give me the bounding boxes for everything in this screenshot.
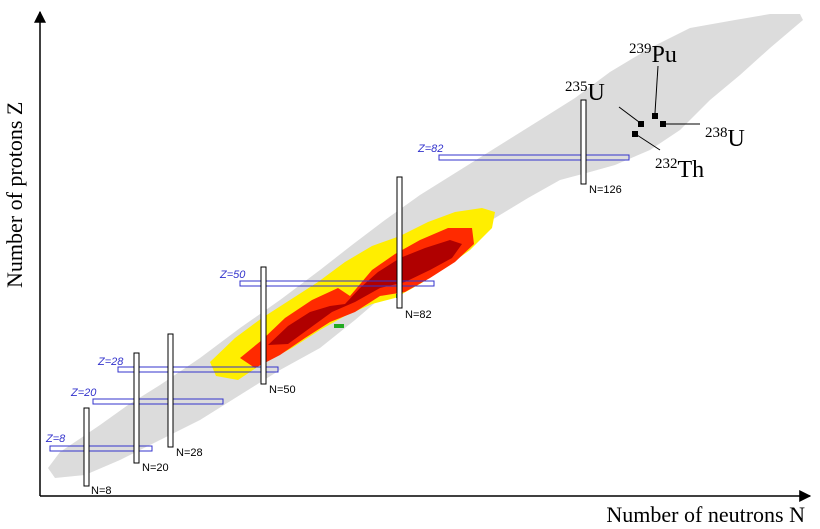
- isotope-marker-u235: [638, 121, 644, 127]
- isotope-symbol-u235: U: [588, 80, 605, 106]
- neutron-shell-label-n126: N=126: [589, 184, 622, 196]
- isotope-label-u238: 238U: [705, 125, 745, 152]
- neutron-shell-bar-n28: [167, 333, 174, 448]
- proton-shell-bars: [49, 154, 630, 452]
- leader-th232: [636, 134, 661, 151]
- yield-green-spot-1: [334, 324, 344, 328]
- isotope-symbol-pu239: Pu: [652, 42, 677, 68]
- leader-pu239: [654, 65, 659, 114]
- neutron-shell-bar-n126: [580, 99, 587, 185]
- isotope-marker-th232: [632, 131, 638, 137]
- proton-shell-bar-z8: [49, 445, 153, 452]
- neutron-shell-label-n50: N=50: [269, 384, 296, 396]
- isotope-markers: [618, 65, 700, 151]
- neutron-shell-label-n28: N=28: [176, 447, 203, 459]
- isotope-mass-th232: 232: [655, 156, 678, 172]
- fission-yield-core: [268, 240, 462, 345]
- y-axis-label: Number of protons Z: [2, 102, 27, 288]
- isotope-mass-pu239: 239: [629, 41, 652, 57]
- isotope-symbol-u238: U: [728, 126, 745, 152]
- proton-shell-label-z20: Z=20: [70, 387, 97, 399]
- neutron-shell-label-n82: N=82: [405, 309, 432, 321]
- proton-shell-label-z82: Z=82: [417, 143, 443, 155]
- proton-shell-bar-z28: [117, 366, 279, 373]
- isotope-label-u235: 235U: [565, 79, 605, 106]
- leader-u235: [618, 106, 640, 123]
- isotope-label-pu239: 239Pu: [629, 41, 677, 68]
- neutron-shell-bar-n50: [260, 266, 267, 385]
- isotope-symbol-th232: Th: [678, 157, 705, 183]
- isotope-mass-u238: 238: [705, 125, 728, 141]
- neutron-shell-label-n20: N=20: [142, 462, 169, 474]
- proton-shell-bar-z50: [239, 280, 435, 287]
- isotope-label-th232: 232Th: [655, 156, 704, 183]
- neutron-shell-label-n8: N=8: [91, 485, 112, 497]
- proton-shell-label-z50: Z=50: [219, 269, 246, 281]
- proton-shell-bar-z82: [438, 154, 630, 161]
- proton-shell-label-z28: Z=28: [97, 356, 124, 368]
- isotope-marker-u238: [660, 121, 666, 127]
- isotope-mass-u235: 235: [565, 79, 588, 95]
- neutron-shell-bar-n82: [396, 176, 403, 309]
- neutron-shell-bars: [83, 99, 587, 487]
- neutron-shell-bar-n20: [133, 352, 140, 464]
- proton-shell-bar-z20: [92, 398, 224, 405]
- isotope-marker-pu239: [652, 113, 658, 119]
- neutron-shell-bar-n8: [83, 407, 90, 487]
- x-axis-label: Number of neutrons N: [606, 502, 805, 527]
- proton-shell-label-z8: Z=8: [45, 433, 66, 445]
